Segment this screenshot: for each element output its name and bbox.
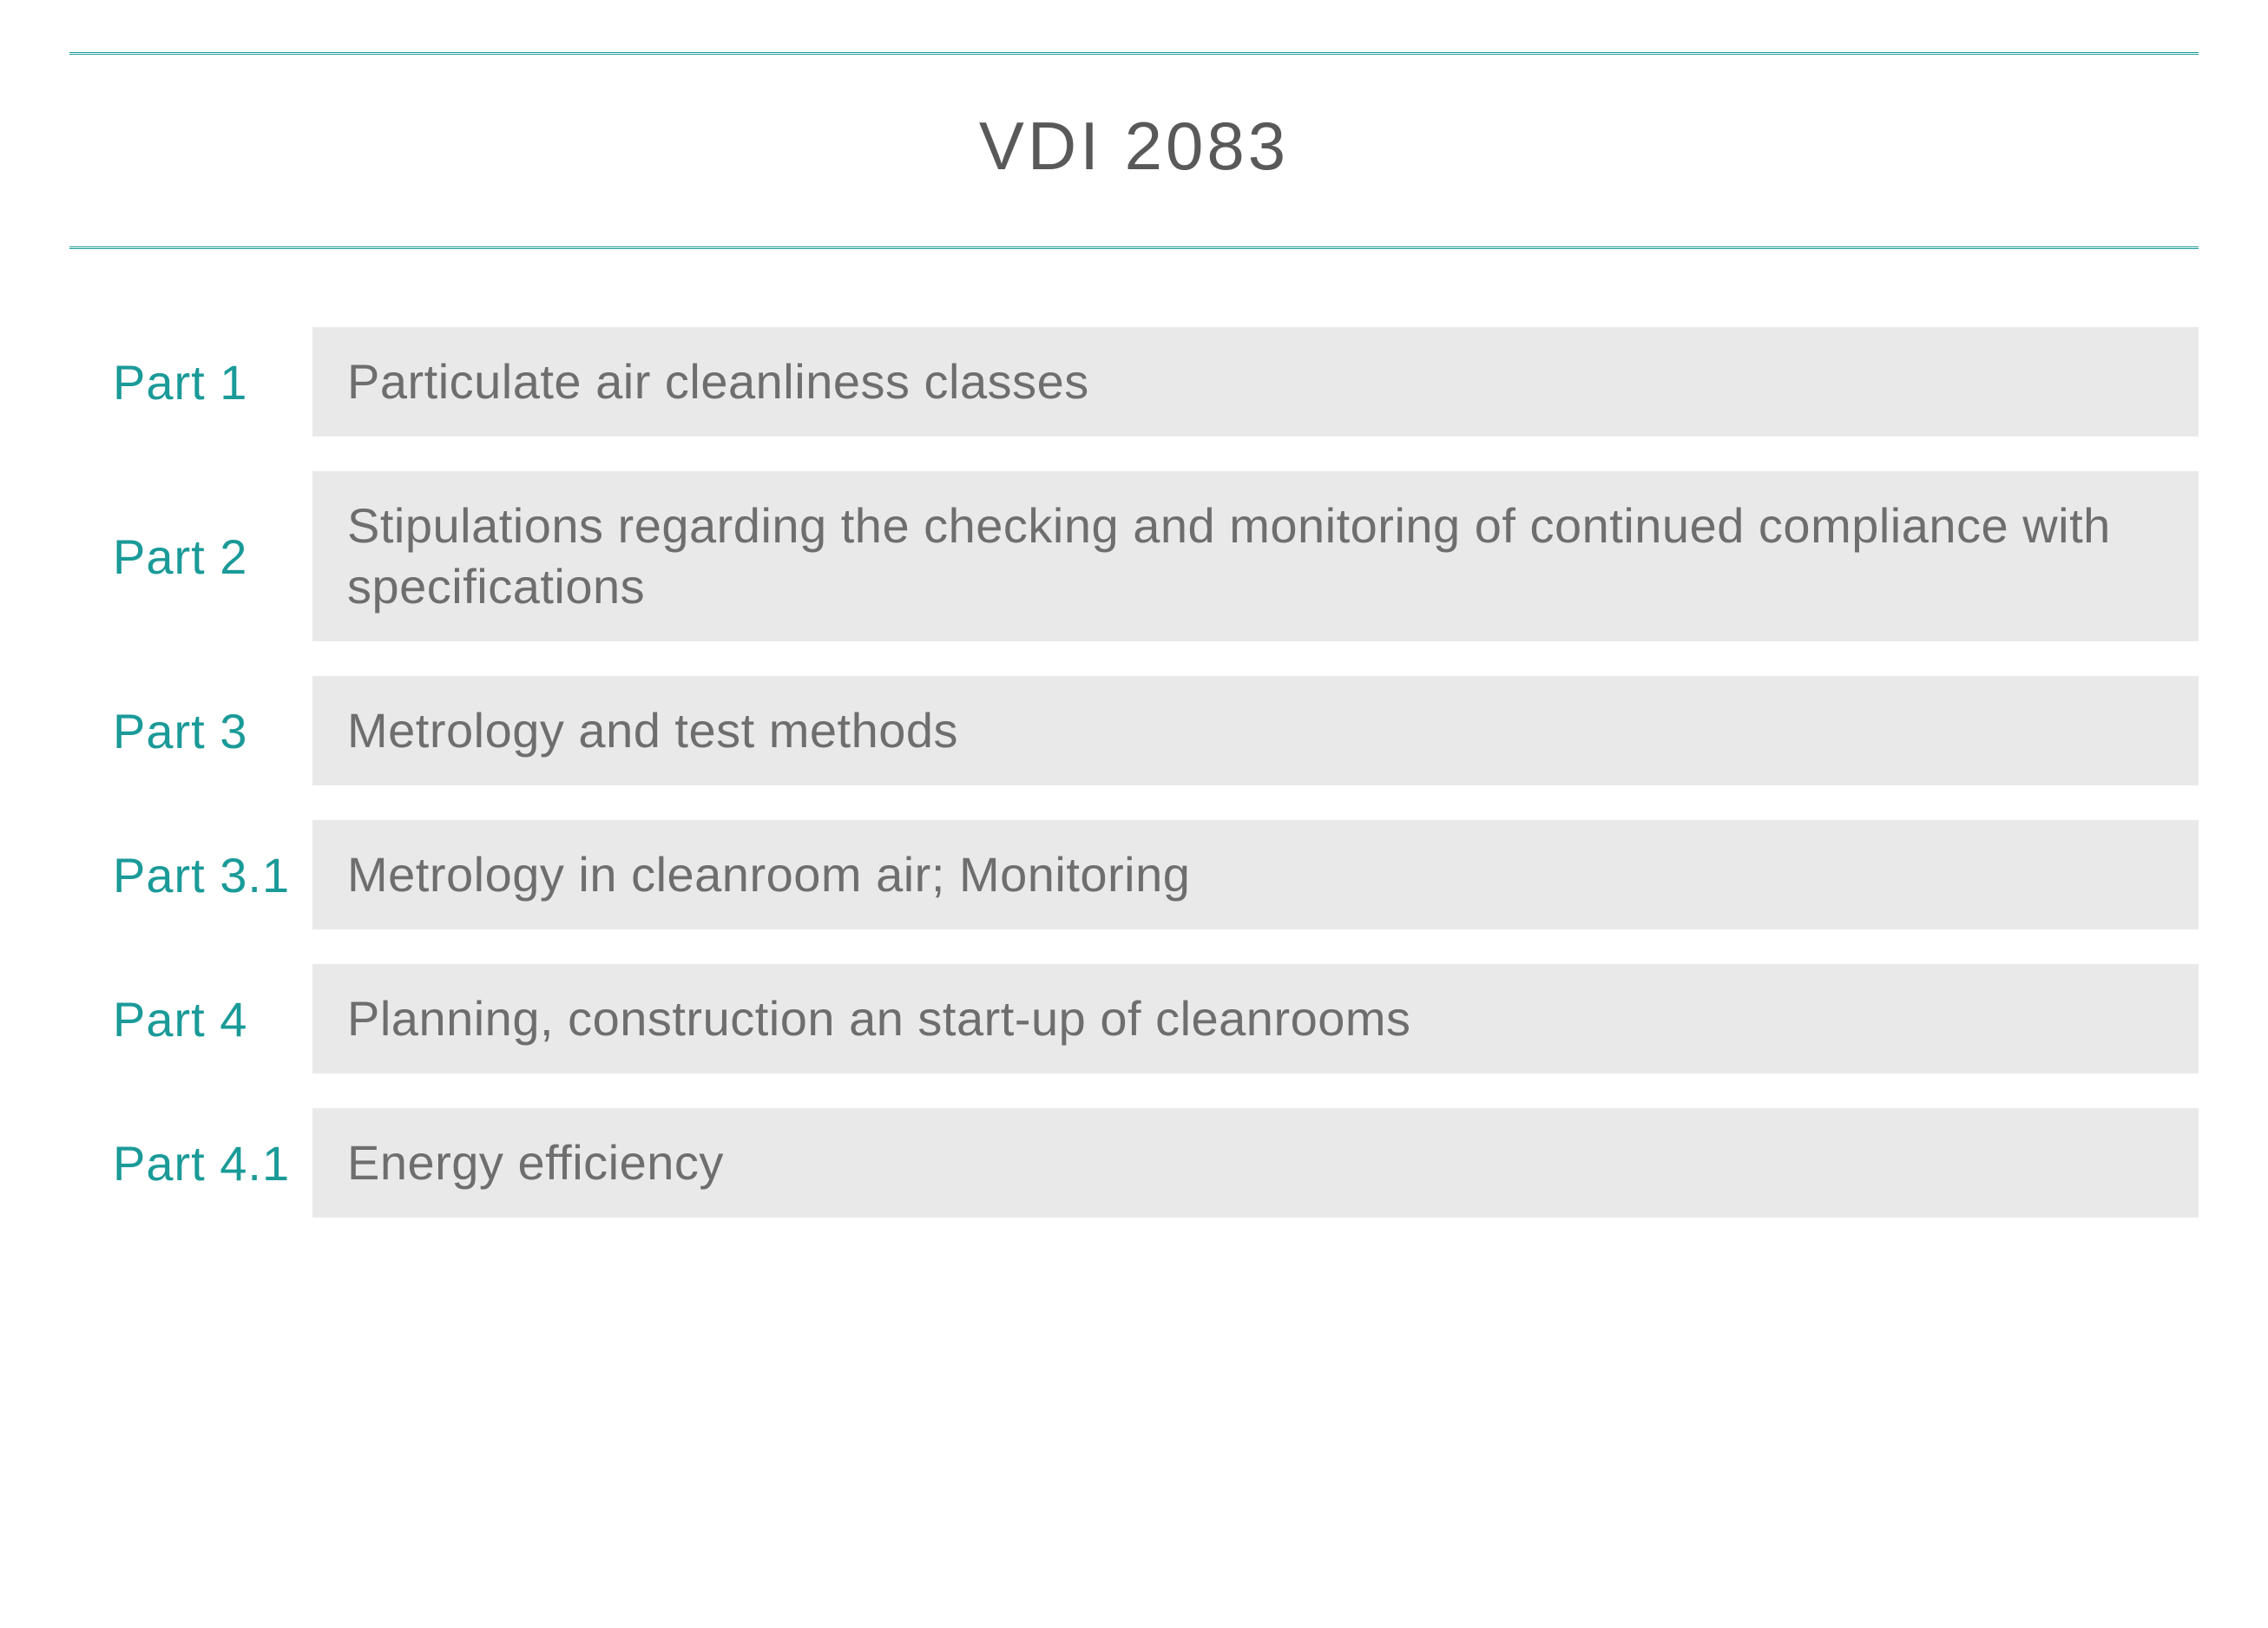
table-row: Part 4.1 Energy efficiency xyxy=(69,1108,2199,1218)
part-label: Part 3 xyxy=(69,676,312,785)
part-description: Metrology in cleanroom air; Monitoring xyxy=(312,820,2199,929)
table-row: Part 4 Planning, construction an start-u… xyxy=(69,964,2199,1073)
part-label: Part 4.1 xyxy=(69,1108,312,1218)
table-row: Part 1 Particulate air cleanliness class… xyxy=(69,327,2199,437)
part-label: Part 2 xyxy=(69,471,312,641)
mid-rule xyxy=(69,246,2199,249)
part-label: Part 3.1 xyxy=(69,820,312,929)
table-row: Part 2 Stipulations regarding the checki… xyxy=(69,471,2199,641)
part-description: Planning, construction an start-up of cl… xyxy=(312,964,2199,1073)
table-row: Part 3.1 Metrology in cleanroom air; Mon… xyxy=(69,820,2199,929)
part-description: Particulate air cleanliness classes xyxy=(312,327,2199,437)
part-description: Stipulations regarding the checking and … xyxy=(312,471,2199,641)
part-label: Part 1 xyxy=(69,327,312,437)
part-description: Energy efficiency xyxy=(312,1108,2199,1218)
parts-table: Part 1 Particulate air cleanliness class… xyxy=(69,327,2199,1218)
part-description: Metrology and test methods xyxy=(312,676,2199,785)
part-label: Part 4 xyxy=(69,964,312,1073)
page-title: VDI 2083 xyxy=(69,55,2199,246)
table-row: Part 3 Metrology and test methods xyxy=(69,676,2199,785)
